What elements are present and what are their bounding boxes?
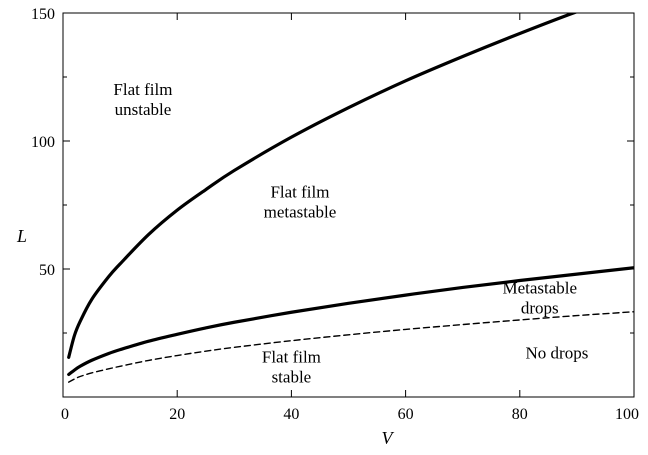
region-label: Flat film metastable — [264, 182, 337, 221]
plot-frame — [62, 12, 635, 398]
region-label-line: unstable — [115, 100, 172, 119]
region-label-line: metastable — [264, 202, 337, 221]
tick-labels: 0 20 40 60 80 100 50 100 150 — [31, 6, 639, 423]
region-label-line: Flat film — [113, 80, 172, 99]
x-tick-label: 100 — [615, 406, 639, 423]
region-label-line: Flat film — [262, 347, 321, 366]
series-line-2 — [67, 266, 634, 377]
y-axis-label: L — [16, 226, 27, 246]
y-tick-label: 100 — [31, 134, 55, 151]
series-line-1 — [67, 13, 579, 359]
region-label: Flat film stable — [262, 347, 321, 386]
ticks — [62, 13, 635, 397]
region-label-line: No drops — [526, 344, 589, 363]
region-label-line: Metastable — [502, 278, 577, 297]
region-label-line: drops — [521, 298, 559, 317]
region-label: Flat film unstable — [113, 80, 172, 119]
series-line-3 — [68, 311, 634, 383]
region-label: Metastable drops — [502, 278, 577, 317]
curves — [67, 13, 634, 383]
x-tick-label: 60 — [398, 406, 414, 423]
x-tick-label: 80 — [512, 406, 528, 423]
x-tick-label: 0 — [61, 406, 69, 423]
region-label: No drops — [526, 344, 589, 363]
region-label-line: Flat film — [270, 182, 329, 201]
y-tick-label: 50 — [39, 262, 55, 279]
y-tick-label: 150 — [31, 6, 55, 23]
x-axis-label: V — [382, 428, 395, 448]
x-tick-label: 40 — [283, 406, 299, 423]
x-tick-label: 20 — [169, 406, 185, 423]
region-label-line: stable — [272, 367, 312, 386]
